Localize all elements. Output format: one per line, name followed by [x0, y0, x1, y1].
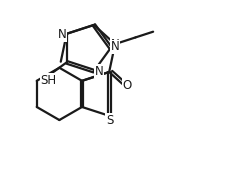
- Text: O: O: [123, 79, 132, 92]
- Text: N: N: [111, 40, 120, 53]
- Text: N: N: [58, 29, 67, 41]
- Text: N: N: [111, 38, 120, 51]
- Text: S: S: [106, 114, 113, 127]
- Text: N: N: [95, 65, 103, 78]
- Text: SH: SH: [41, 74, 57, 87]
